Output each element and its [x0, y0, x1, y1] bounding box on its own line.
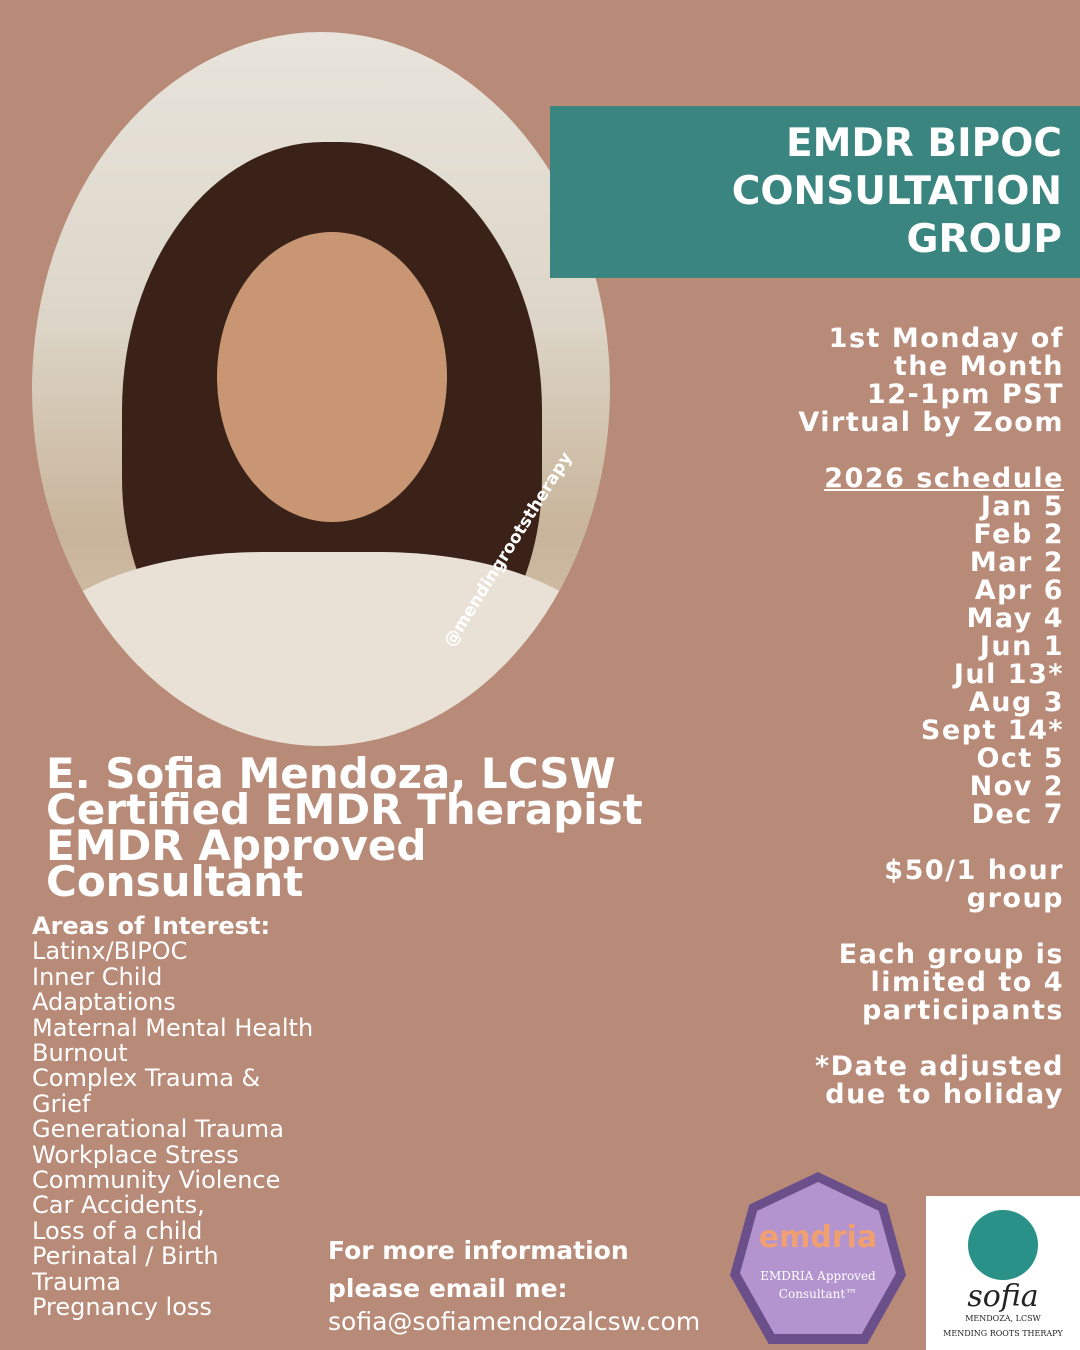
area-item: Maternal Mental Health [32, 1013, 314, 1042]
schedule-date: Apr 6 [974, 575, 1064, 606]
schedule-date: Jun 1 [979, 631, 1064, 662]
area-item: Inner Child [32, 962, 163, 991]
schedule-date: Feb 2 [973, 519, 1064, 550]
area-item: Workplace Stress [32, 1140, 239, 1169]
face [217, 232, 447, 522]
price-line: group [966, 883, 1064, 914]
areas-of-interest: Areas of Interest: Latinx/BIPOC Inner Chi… [32, 912, 314, 1322]
title-line: CONSULTATION [731, 169, 1062, 214]
schedule-heading: 2026 schedule [824, 463, 1064, 494]
area-item: Generational Trauma [32, 1115, 284, 1144]
area-item: Burnout [32, 1039, 128, 1068]
areas-heading: Areas of Interest: [32, 912, 271, 940]
area-item: Adaptations [32, 988, 176, 1017]
area-item: Trauma [32, 1267, 122, 1296]
limit-line: participants [861, 995, 1064, 1026]
shirt [32, 552, 610, 746]
area-item: Car Accidents, [32, 1191, 205, 1220]
title-line: EMDR BIPOC [785, 121, 1062, 166]
credential-line: Consultant [46, 857, 304, 906]
title-banner: EMDR BIPOC CONSULTATION GROUP [550, 106, 1080, 278]
emdria-logo: emdria [758, 1220, 878, 1255]
schedule-date: Jul 13* [953, 659, 1064, 690]
schedule-date: Aug 3 [968, 687, 1064, 718]
area-item: Grief [32, 1089, 91, 1118]
credential-line: EMDR Approved [46, 821, 427, 870]
badge-text: EMDRIA Approved [760, 1269, 876, 1283]
credential-line: Certified EMDR Therapist [46, 785, 643, 834]
emdria-badge: emdria EMDRIA Approved Consultant™ [730, 1172, 906, 1344]
therapist-credentials: E. Sofia Mendoza, LCSW Certified EMDR Th… [46, 749, 643, 906]
tree-icon [968, 1210, 1038, 1280]
title-line: GROUP [906, 217, 1062, 262]
note-line: due to holiday [825, 1079, 1064, 1110]
schedule-date: Nov 2 [969, 771, 1064, 802]
limit-line: limited to 4 [870, 967, 1064, 998]
schedule-date: Jan 5 [980, 491, 1064, 522]
mending-roots-logo: sofia MENDOZA, LCSW MENDING ROOTS THERAP… [926, 1196, 1080, 1350]
note-line: *Date adjusted [814, 1051, 1064, 1082]
holiday-note: *Date adjusted due to holiday [815, 1053, 1064, 1109]
meeting-line: 12-1pm PST [866, 379, 1064, 410]
schedule-date: Sept 14* [920, 715, 1064, 746]
logo-practice: MENDING ROOTS THERAPY [943, 1329, 1063, 1338]
schedule-date: Dec 7 [971, 799, 1064, 830]
email-link[interactable]: sofia@sofiamendozalcsw.com [328, 1307, 701, 1336]
logo-script: sofia [967, 1279, 1039, 1314]
area-item: Community Violence [32, 1166, 281, 1195]
meeting-line: 1st Monday of [828, 323, 1064, 354]
contact-line: please email me: [328, 1274, 568, 1303]
schedule-date: May 4 [966, 603, 1064, 634]
group-limit: Each group is limited to 4 participants [839, 941, 1064, 1025]
schedule-date: Oct 5 [976, 743, 1064, 774]
schedule-date: Mar 2 [969, 547, 1064, 578]
price: $50/1 hour group [884, 857, 1064, 913]
meeting-info: 1st Monday of the Month 12-1pm PST Virtu… [798, 325, 1064, 437]
area-item: Perinatal / Birth [32, 1242, 219, 1271]
contact-line: For more information [328, 1236, 629, 1265]
badge-text: Consultant™ [778, 1287, 858, 1301]
meeting-line: Virtual by Zoom [798, 407, 1064, 438]
contact-info: For more information please email me: so… [328, 1232, 700, 1336]
portrait-photo [32, 32, 610, 746]
area-item: Complex Trauma & [32, 1064, 261, 1093]
area-item: Pregnancy loss [32, 1293, 212, 1322]
price-line: $50/1 hour [884, 855, 1064, 886]
credential-line: E. Sofia Mendoza, LCSW [46, 749, 616, 798]
area-item: Latinx/BIPOC [32, 937, 188, 966]
meeting-line: the Month [893, 351, 1064, 382]
area-item: Loss of a child [32, 1216, 203, 1245]
limit-line: Each group is [838, 939, 1064, 970]
logo-name: MENDOZA, LCSW [965, 1314, 1041, 1323]
